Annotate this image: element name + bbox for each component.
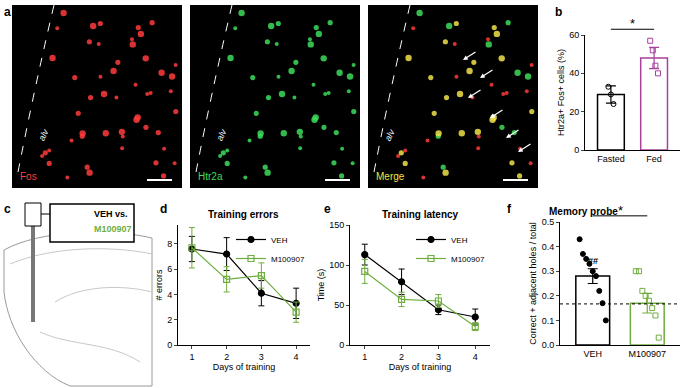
svg-text:f: f xyxy=(507,202,512,216)
svg-text:e: e xyxy=(324,202,331,216)
svg-text:alv: alv xyxy=(383,128,397,143)
svg-text:0.5: 0.5 xyxy=(542,217,555,227)
svg-text:*: * xyxy=(630,16,635,31)
svg-text:M100907: M100907 xyxy=(451,255,485,264)
svg-text:3: 3 xyxy=(259,352,264,362)
svg-text:Fed: Fed xyxy=(646,154,662,164)
svg-text:VEH: VEH xyxy=(451,236,468,245)
svg-text:Memory probe: Memory probe xyxy=(549,206,618,217)
svg-text:VEH: VEH xyxy=(583,349,602,359)
svg-text:1: 1 xyxy=(362,352,367,362)
svg-text:Fos: Fos xyxy=(20,171,37,182)
svg-text:150: 150 xyxy=(329,220,344,230)
svg-text:60: 60 xyxy=(569,30,579,40)
svg-text:Days of training: Days of training xyxy=(213,362,276,372)
svg-text:# errors: # errors xyxy=(154,269,164,301)
svg-text:0: 0 xyxy=(167,340,172,350)
svg-text:c: c xyxy=(4,202,11,216)
svg-text:Htr2a: Htr2a xyxy=(198,171,223,182)
svg-text:M100907: M100907 xyxy=(94,224,132,234)
svg-text:50: 50 xyxy=(334,300,344,310)
svg-text:3: 3 xyxy=(436,352,441,362)
svg-text:0.4: 0.4 xyxy=(542,242,555,252)
svg-text:0.3: 0.3 xyxy=(542,266,555,276)
svg-text:2: 2 xyxy=(167,315,172,325)
svg-text:b: b xyxy=(555,5,562,19)
svg-text:100: 100 xyxy=(329,260,344,270)
svg-text:4: 4 xyxy=(473,352,478,362)
svg-text:VEH vs.: VEH vs. xyxy=(94,209,128,219)
svg-text:0.1: 0.1 xyxy=(542,316,555,326)
svg-text:*: * xyxy=(618,203,623,218)
svg-text:VEH: VEH xyxy=(271,236,288,245)
svg-text:Time (s): Time (s) xyxy=(316,269,326,302)
svg-text:8: 8 xyxy=(167,239,172,249)
svg-text:0.0: 0.0 xyxy=(542,340,555,350)
svg-text:2: 2 xyxy=(224,352,229,362)
svg-text:4: 4 xyxy=(167,290,172,300)
svg-text:4: 4 xyxy=(294,352,299,362)
svg-text:Training latency: Training latency xyxy=(382,209,459,220)
svg-text:1: 1 xyxy=(189,352,194,362)
svg-text:Fasted: Fasted xyxy=(597,154,625,164)
svg-text:Correct + adjacent holes / tot: Correct + adjacent holes / total xyxy=(528,222,538,344)
svg-text:20: 20 xyxy=(569,107,579,117)
svg-text:0.2: 0.2 xyxy=(542,291,555,301)
svg-text:Days of training: Days of training xyxy=(389,362,452,372)
svg-text:0: 0 xyxy=(574,145,579,155)
svg-text:0: 0 xyxy=(339,340,344,350)
svg-text:Htr2a+ Fos+ cells (%): Htr2a+ Fos+ cells (%) xyxy=(556,49,566,136)
svg-text:a: a xyxy=(4,5,11,19)
svg-text:Merge: Merge xyxy=(376,171,405,182)
svg-text:M100907: M100907 xyxy=(271,255,305,264)
svg-text:2: 2 xyxy=(399,352,404,362)
svg-text:6: 6 xyxy=(167,264,172,274)
svg-text:Training errors: Training errors xyxy=(208,209,279,220)
svg-text:##: ## xyxy=(588,256,598,266)
svg-text:alv: alv xyxy=(215,127,229,142)
svg-text:M100907: M100907 xyxy=(629,349,667,359)
svg-text:40: 40 xyxy=(569,68,579,78)
svg-text:alv: alv xyxy=(37,127,51,142)
svg-text:d: d xyxy=(160,202,167,216)
